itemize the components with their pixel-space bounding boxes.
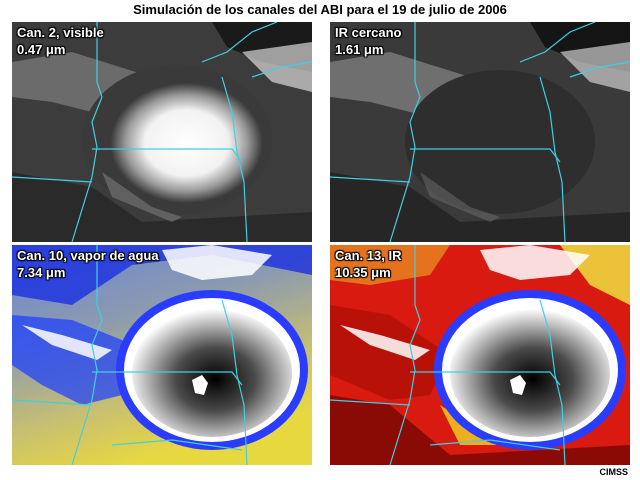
- channel-name: Can. 2, visible: [17, 25, 104, 40]
- infrared-image: [330, 245, 630, 465]
- panel-label: Can. 13, IR 10.35 μm: [335, 247, 401, 281]
- panel-water-vapor: Can. 10, vapor de agua 7.34 μm: [12, 245, 312, 465]
- panel-near-ir: IR cercano 1.61 μm: [330, 22, 630, 242]
- channel-wavelength: 0.47 μm: [17, 42, 66, 57]
- panel-infrared: Can. 13, IR 10.35 μm: [330, 245, 630, 465]
- state-borders: [330, 245, 566, 465]
- panel-label: Can. 2, visible 0.47 μm: [17, 24, 104, 58]
- channel-wavelength: 10.35 μm: [335, 265, 391, 280]
- state-borders: [12, 22, 312, 242]
- channel-wavelength: 7.34 μm: [17, 265, 66, 280]
- visible-image: [12, 22, 312, 242]
- panel-label: IR cercano 1.61 μm: [335, 24, 401, 58]
- credit-text: CIMSS: [599, 467, 628, 477]
- panel-label: Can. 10, vapor de agua 7.34 μm: [17, 247, 159, 281]
- channel-name: Can. 10, vapor de agua: [17, 248, 159, 263]
- panel-visible: Can. 2, visible 0.47 μm: [12, 22, 312, 242]
- channel-name: Can. 13, IR: [335, 248, 402, 263]
- state-borders: [330, 22, 630, 242]
- water-vapor-image: [12, 245, 312, 465]
- state-borders: [12, 245, 248, 465]
- channel-wavelength: 1.61 μm: [335, 42, 384, 57]
- near-ir-image: [330, 22, 630, 242]
- figure-title: Simulación de los canales del ABI para e…: [133, 2, 507, 17]
- channel-name: IR cercano: [335, 25, 402, 40]
